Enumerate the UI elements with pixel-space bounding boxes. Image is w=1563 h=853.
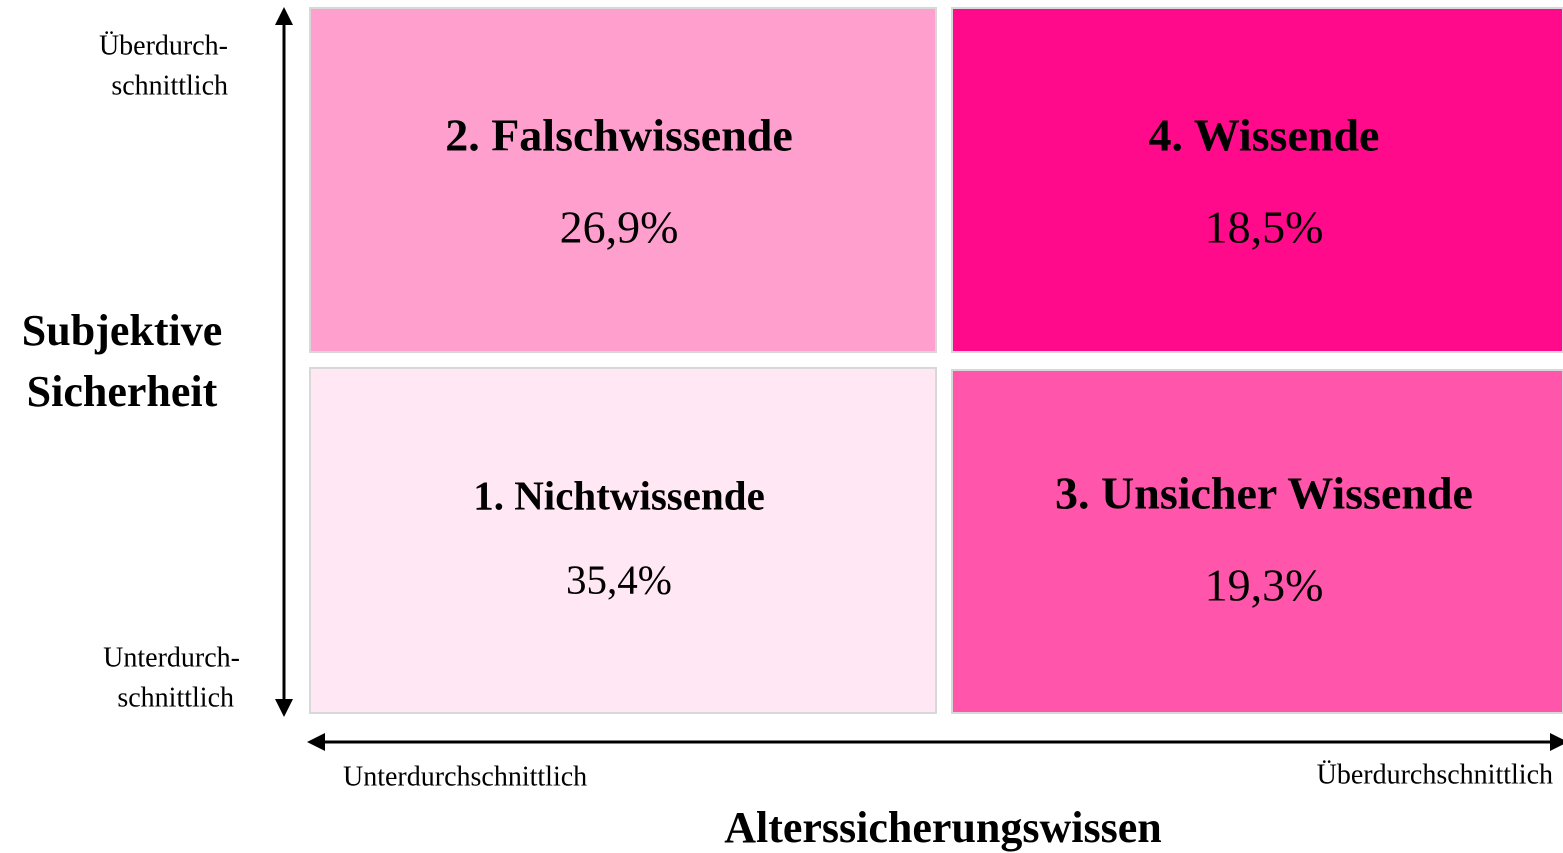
y-high: schnittlich [111, 70, 228, 101]
y-high: Überdurch- [99, 30, 228, 61]
y-title: Sicherheit [27, 367, 218, 416]
quadrant [951, 369, 1563, 714]
y-title: Subjektive [22, 306, 222, 355]
quadrant-share: 26,9% [560, 202, 679, 253]
x-low: Unterdurchschnittlich [343, 761, 587, 792]
x-high: Überdurchschnittlich [1317, 759, 1553, 790]
y-low: schnittlich [117, 682, 234, 713]
quadrant-share: 19,3% [1205, 560, 1324, 611]
quadrant [951, 7, 1563, 353]
quadrant-label: 4. Wissende [1149, 110, 1380, 161]
quadrant-share: 18,5% [1205, 202, 1324, 253]
quadrant-label: 3. Unsicher Wissende [1055, 468, 1473, 519]
x-title: Alterssicherungswissen [724, 803, 1162, 852]
y-low: Unterdurch- [103, 642, 240, 673]
quadrant-share: 35,4% [566, 556, 672, 602]
quadrant [309, 7, 937, 353]
quadrant-label: 1. Nichtwissende [473, 472, 765, 518]
quadrant-label: 2. Falschwissende [445, 110, 793, 161]
quadrant [309, 367, 937, 714]
